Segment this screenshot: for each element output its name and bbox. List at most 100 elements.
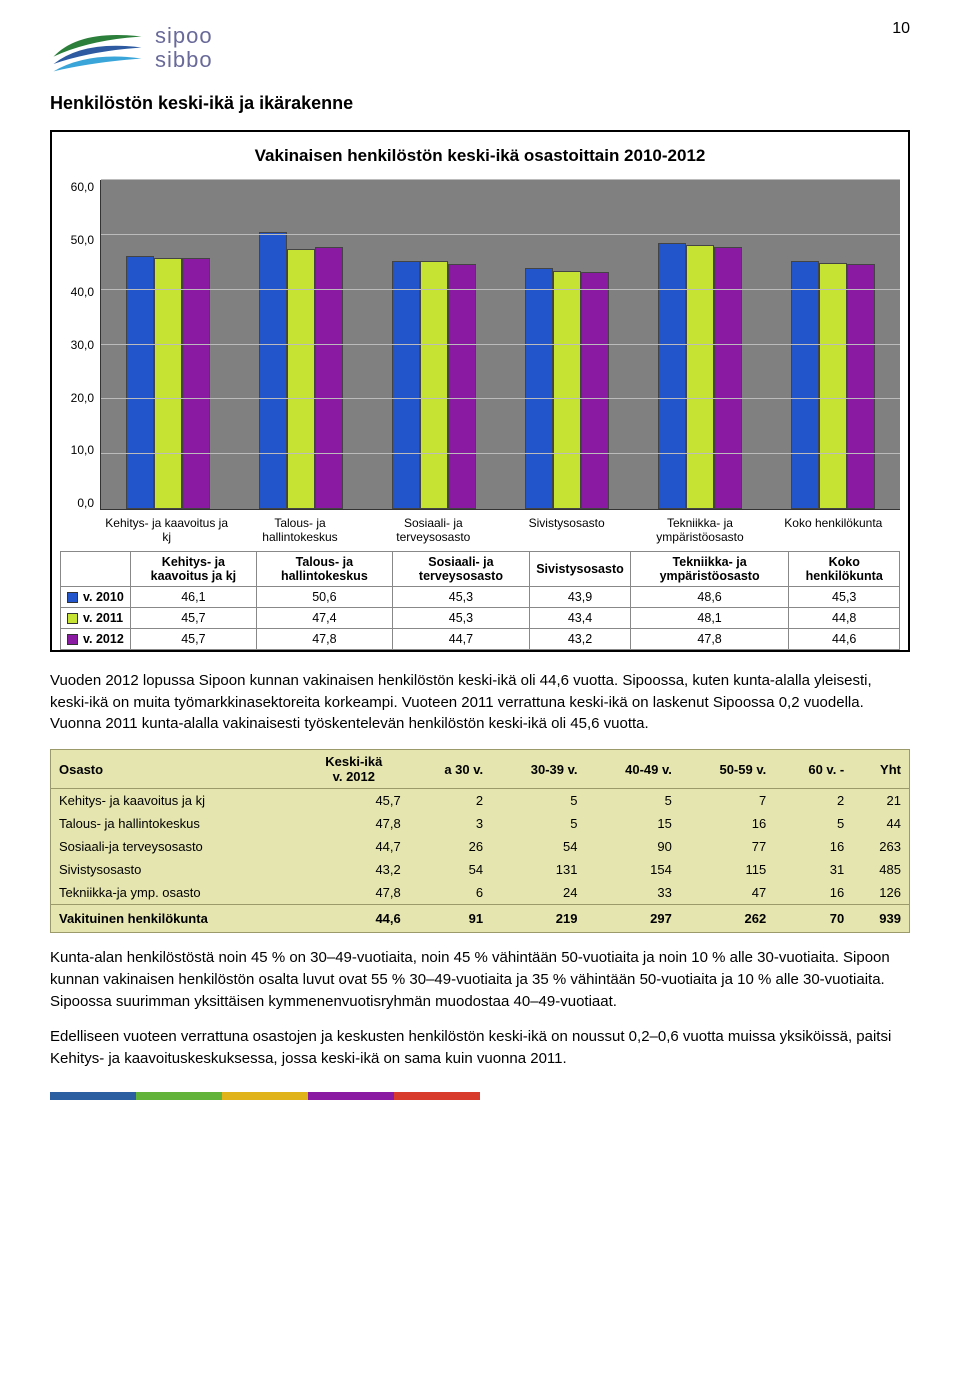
age-table-cell: 31 (774, 858, 852, 881)
chart-table-header: Talous- ja hallintokeskus (257, 551, 393, 586)
chart-table-cell: 44,7 (392, 628, 530, 649)
chart-bar (658, 243, 686, 509)
chart-bar-group (367, 180, 500, 509)
chart-gridline (101, 289, 900, 290)
footer-stripe-segment (394, 1092, 480, 1100)
chart-series-label: v. 2012 (61, 628, 131, 649)
chart-table-cell: 43,2 (530, 628, 631, 649)
age-table-header: a 30 v. (409, 750, 491, 789)
age-table-header: 50-59 v. (680, 750, 774, 789)
chart-x-labels: Kehitys- ja kaavoitus ja kjTalous- ja ha… (100, 516, 900, 545)
chart-bar (686, 245, 714, 509)
age-table-footer-cell: 939 (852, 905, 909, 933)
age-table-header: Yht (852, 750, 909, 789)
age-table-cell: 5 (491, 789, 585, 813)
chart-table-cell: 44,6 (789, 628, 900, 649)
logo: sipoo sibbo (50, 20, 213, 75)
chart-y-axis: 60,050,040,030,020,010,00,0 (60, 180, 100, 510)
chart-x-label: Kehitys- ja kaavoitus ja kj (100, 516, 233, 545)
chart-y-tick: 60,0 (60, 180, 94, 194)
chart-x-label: Sosiaali- ja terveysosasto (367, 516, 500, 545)
chart-x-label: Tekniikka- ja ympäristöosasto (633, 516, 766, 545)
chart-bar (392, 261, 420, 509)
age-table-cell: 2 (774, 789, 852, 813)
chart-bar (182, 258, 210, 509)
chart-x-label: Koko henkilökunta (767, 516, 900, 545)
chart-table-cell: 43,4 (530, 607, 631, 628)
page-number: 10 (892, 20, 910, 38)
chart-bar (791, 261, 819, 509)
logo-line1: sipoo (155, 24, 213, 47)
chart-gridline (101, 453, 900, 454)
age-table-footer-cell: 262 (680, 905, 774, 933)
section-title: Henkilöstön keski-ikä ja ikärakenne (50, 93, 910, 114)
age-table-cell: 6 (409, 881, 491, 905)
age-table-cell: 45,7 (299, 789, 409, 813)
chart-table-cell: 45,7 (130, 607, 256, 628)
chart-table-cell: 45,3 (392, 586, 530, 607)
age-table-cell: 90 (586, 835, 680, 858)
chart-table-cell: 43,9 (530, 586, 631, 607)
chart-table-cell: 45,3 (392, 607, 530, 628)
logo-line2: sibbo (155, 48, 213, 71)
chart-y-tick: 20,0 (60, 391, 94, 405)
age-table-cell: 154 (586, 858, 680, 881)
chart-bar (315, 247, 343, 509)
age-table-row-label: Sosiaali-ja terveysosasto (51, 835, 299, 858)
age-table-cell: 47,8 (299, 881, 409, 905)
chart-table-header: Kehitys- ja kaavoitus ja kj (130, 551, 256, 586)
logo-text: sipoo sibbo (155, 24, 213, 70)
chart-gridline (101, 234, 900, 235)
age-table-cell: 54 (409, 858, 491, 881)
chart-gridline (101, 398, 900, 399)
chart-bar-group (501, 180, 634, 509)
age-table-header-keski-ika: Keski-ikäv. 2012 (299, 750, 409, 789)
logo-icon (50, 20, 145, 75)
chart-y-tick: 40,0 (60, 285, 94, 299)
paragraph-3: Edelliseen vuoteen verrattuna osastojen … (50, 1026, 910, 1070)
chart-bar-group (634, 180, 767, 509)
chart-gridline (101, 344, 900, 345)
chart-table-header: Sosiaali- ja terveysosasto (392, 551, 530, 586)
age-table-footer-cell: 297 (586, 905, 680, 933)
footer-stripe-segment (50, 1092, 136, 1100)
footer-stripe (50, 1092, 480, 1100)
chart-title: Vakinaisen henkilöstön keski-ikä osastoi… (60, 146, 900, 166)
age-table-header: 30-39 v. (491, 750, 585, 789)
footer-stripe-segment (308, 1092, 394, 1100)
chart-bar (259, 232, 287, 509)
chart-table-cell: 50,6 (257, 586, 393, 607)
age-table-footer-cell: 91 (409, 905, 491, 933)
age-table-cell: 44 (852, 812, 909, 835)
age-table-cell: 47,8 (299, 812, 409, 835)
age-table-cell: 5 (586, 789, 680, 813)
age-table-row-label: Sivistysosasto (51, 858, 299, 881)
chart-table-cell: 45,3 (789, 586, 900, 607)
age-table-footer-cell: 44,6 (299, 905, 409, 933)
age-table-cell: 21 (852, 789, 909, 813)
age-table-row-label: Talous- ja hallintokeskus (51, 812, 299, 835)
age-table-footer-label: Vakituinen henkilökunta (51, 905, 299, 933)
age-table-cell: 43,2 (299, 858, 409, 881)
chart-bar-group (234, 180, 367, 509)
chart-bar (553, 271, 581, 509)
age-table-cell: 5 (491, 812, 585, 835)
age-table-cell: 15 (586, 812, 680, 835)
chart-table-cell: 47,8 (257, 628, 393, 649)
age-table-cell: 485 (852, 858, 909, 881)
age-table-cell: 26 (409, 835, 491, 858)
chart-table-cell: 47,8 (630, 628, 789, 649)
chart-y-tick: 0,0 (60, 496, 94, 510)
chart-table-header: Tekniikka- ja ympäristöosasto (630, 551, 789, 586)
age-table-cell: 5 (774, 812, 852, 835)
footer-stripe-segment (136, 1092, 222, 1100)
chart-x-label: Talous- ja hallintokeskus (233, 516, 366, 545)
paragraph-2: Kunta-alan henkilöstöstä noin 45 % on 30… (50, 947, 910, 1012)
age-table-cell: 126 (852, 881, 909, 905)
chart-x-label: Sivistysosasto (500, 516, 633, 545)
chart-plot-wrap: Kehitys- ja kaavoitus ja kjTalous- ja ha… (100, 180, 900, 545)
chart-series-label: v. 2010 (61, 586, 131, 607)
chart-table-cell: 44,8 (789, 607, 900, 628)
age-table-cell: 16 (680, 812, 774, 835)
age-table-cell: 77 (680, 835, 774, 858)
